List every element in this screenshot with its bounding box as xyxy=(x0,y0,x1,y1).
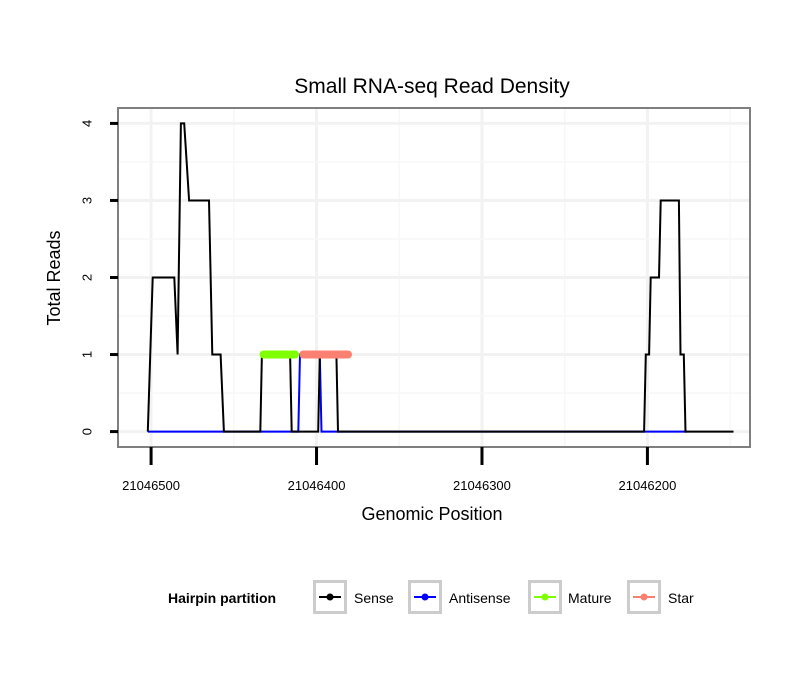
legend-key-point xyxy=(541,593,549,601)
legend-key-point xyxy=(640,593,648,601)
legend-label: Star xyxy=(668,590,694,606)
legend-item-mature: Mature xyxy=(528,580,612,614)
x-tick-label: 21046500 xyxy=(122,478,180,493)
legend-label: Antisense xyxy=(449,590,511,606)
y-axis-label: Total Reads xyxy=(44,230,64,325)
chart-title: Small RNA-seq Read Density xyxy=(294,75,570,98)
legend: Hairpin partition Sense Antisense Mature St… xyxy=(168,580,694,614)
x-tick-label: 21046200 xyxy=(619,478,677,493)
y-tick-label: 0 xyxy=(79,428,94,435)
y-tick-label: 2 xyxy=(79,274,94,281)
y-axis: 0 1 2 3 4 xyxy=(79,120,118,435)
series-layer xyxy=(146,122,734,433)
legend-key-point xyxy=(421,593,429,601)
y-tick-label: 3 xyxy=(79,197,94,204)
y-tick-label: 1 xyxy=(79,351,94,358)
legend-item-sense: Sense xyxy=(313,580,394,614)
legend-label: Sense xyxy=(354,590,394,606)
y-tick-label: 4 xyxy=(79,120,94,127)
series-sense-line xyxy=(146,122,734,433)
legend-item-star: Star xyxy=(627,580,694,614)
x-tick-label: 21046400 xyxy=(288,478,346,493)
legend-item-antisense: Antisense xyxy=(408,580,511,614)
legend-label: Mature xyxy=(568,590,612,606)
legend-key-point xyxy=(326,593,334,601)
x-axis: 21046500 21046400 21046300 21046200 xyxy=(122,447,676,493)
x-tick-label: 21046300 xyxy=(453,478,511,493)
legend-title: Hairpin partition xyxy=(168,590,276,606)
x-axis-label: Genomic Position xyxy=(361,504,502,524)
